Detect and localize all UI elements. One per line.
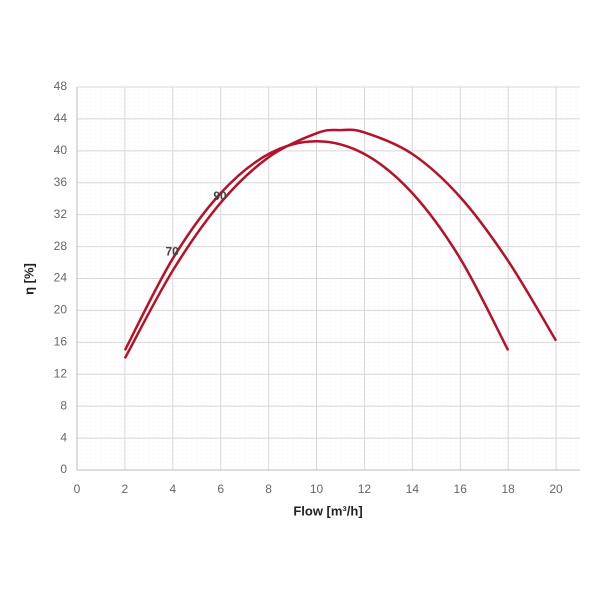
x-tick-label: 16	[454, 482, 468, 496]
y-tick-label: 40	[54, 143, 68, 157]
x-tick-label: 20	[549, 482, 563, 496]
series-label: 90	[213, 189, 227, 203]
x-tick-label: 14	[406, 482, 420, 496]
y-tick-label: 16	[54, 335, 68, 349]
x-tick-label: 10	[310, 482, 324, 496]
y-tick-label: 44	[54, 111, 68, 125]
x-tick-label: 8	[265, 482, 272, 496]
y-tick-label: 8	[60, 398, 67, 412]
x-tick-label: 12	[358, 482, 372, 496]
series-label: 70	[165, 245, 179, 259]
x-tick-label: 6	[217, 482, 224, 496]
y-tick-label: 4	[60, 430, 67, 444]
y-axis-label: η [%]	[21, 263, 36, 295]
y-tick-label: 28	[54, 239, 68, 253]
y-tick-label: 0	[60, 462, 67, 476]
x-axis-label: Flow [m³/h]	[293, 503, 362, 518]
y-tick-label: 12	[54, 366, 68, 380]
y-tick-label: 48	[54, 79, 68, 93]
series-line	[123, 140, 510, 351]
y-tick-label: 24	[54, 271, 68, 285]
y-tick-label: 20	[54, 303, 68, 317]
x-tick-label: 0	[74, 482, 81, 496]
x-tick-label: 2	[122, 482, 129, 496]
x-tick-label: 18	[501, 482, 515, 496]
y-tick-label: 32	[54, 207, 68, 221]
y-tick-label: 36	[54, 175, 68, 189]
x-tick-label: 4	[169, 482, 176, 496]
series-line	[123, 128, 558, 359]
